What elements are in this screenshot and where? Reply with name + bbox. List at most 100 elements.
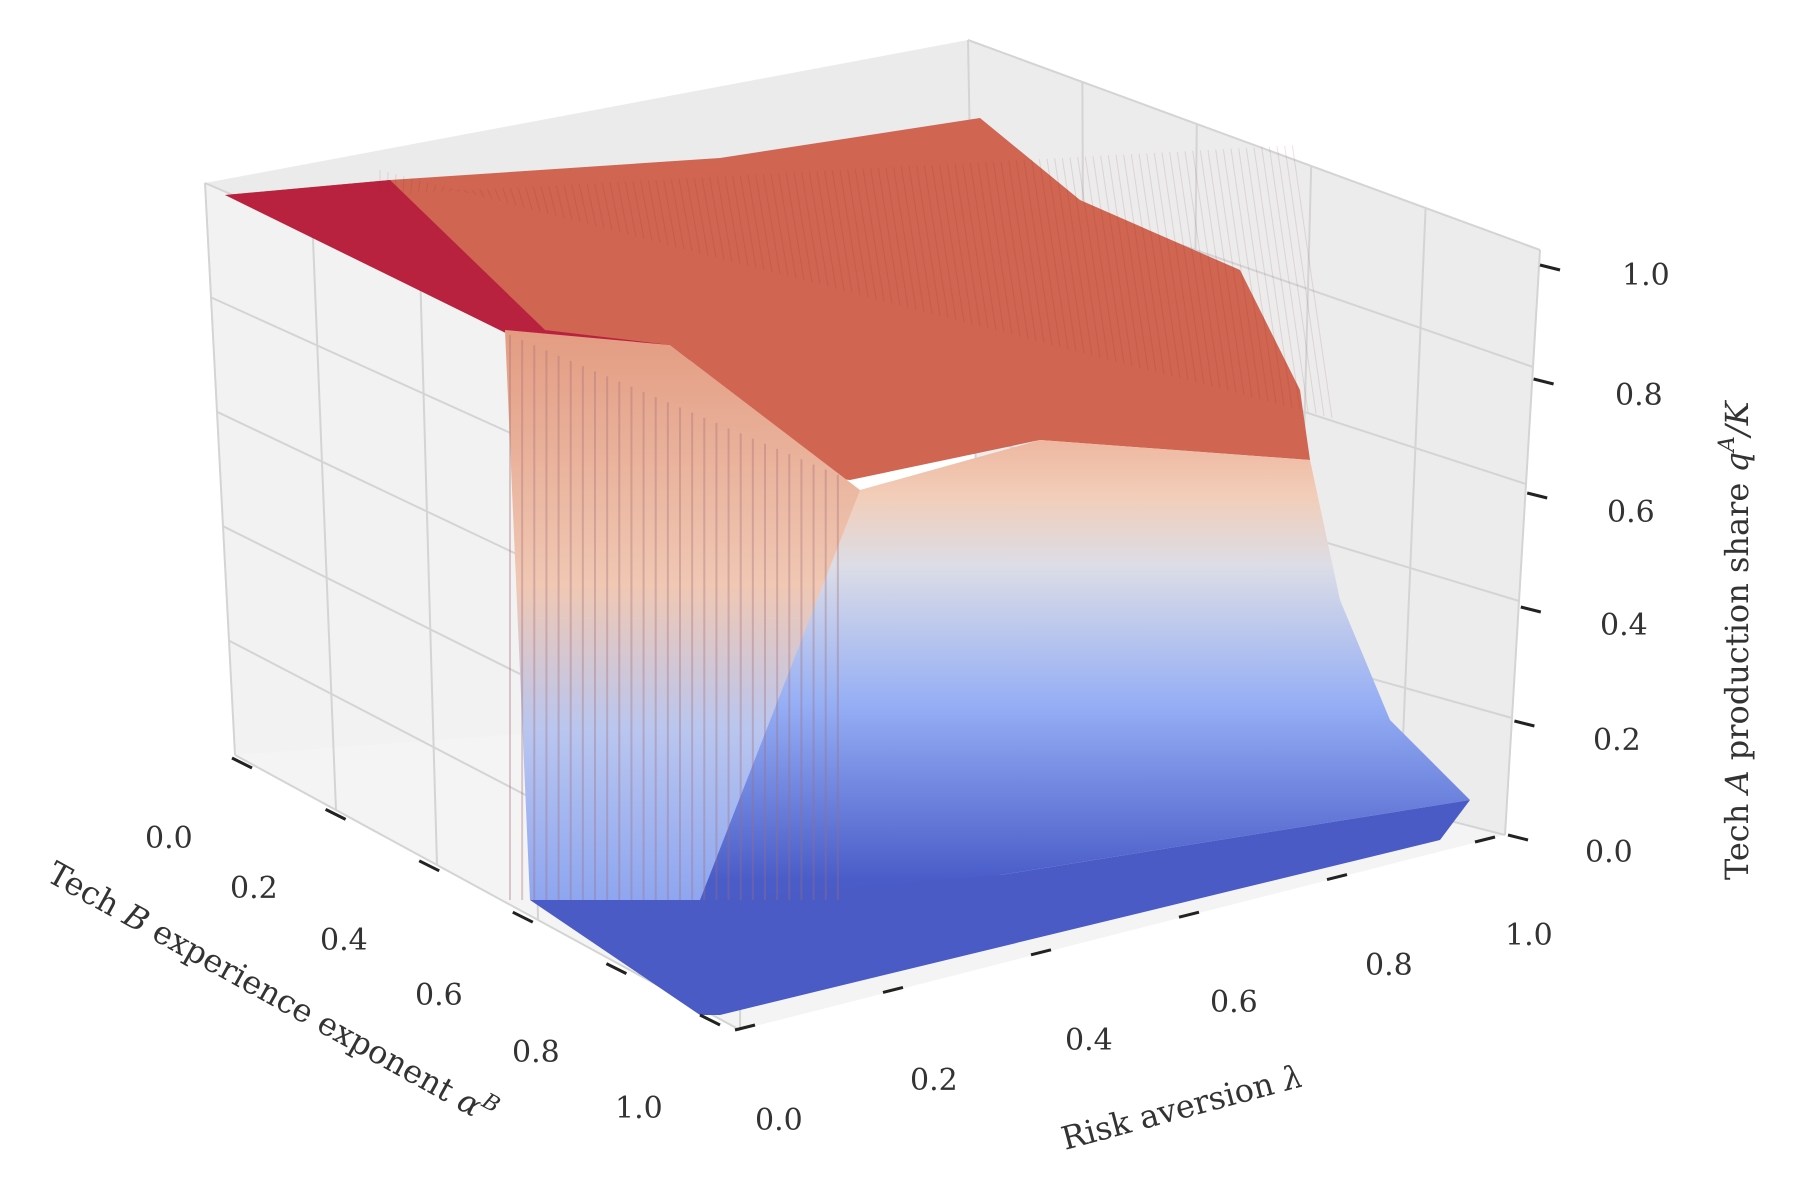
x-tick-mark — [1178, 910, 1200, 919]
surface-line — [747, 174, 765, 271]
surface-line — [471, 189, 477, 196]
surface-line — [1207, 149, 1245, 396]
surface-line — [670, 179, 685, 250]
surface-line — [1008, 160, 1037, 341]
surface-line — [548, 185, 557, 216]
surface-line — [1215, 149, 1253, 398]
surface-line — [801, 172, 821, 285]
x-tick-label: 1.0 — [1505, 918, 1553, 953]
surface-line — [1107, 155, 1141, 368]
surface-line — [831, 170, 853, 293]
surface-line — [1123, 154, 1157, 373]
tick-marks — [231, 263, 1561, 1032]
grid-line — [204, 182, 236, 756]
surface-line — [1245, 147, 1285, 406]
surface-line — [1184, 151, 1221, 389]
surface-line — [1230, 148, 1269, 402]
surface-line — [893, 167, 917, 310]
surface-line — [755, 174, 773, 273]
surface-line — [1199, 150, 1237, 393]
surface-line — [816, 171, 837, 289]
surface-line — [464, 190, 469, 194]
z-tick-label: 1.0 — [1622, 258, 1670, 293]
surface-line — [770, 173, 789, 277]
surface-line — [448, 188, 453, 192]
surface-line — [1284, 145, 1325, 416]
surface-line — [1115, 154, 1149, 371]
surface-line — [1100, 155, 1133, 366]
surface-line — [839, 169, 861, 296]
z-axis-ticks: 0.0 0.2 0.4 0.6 0.8 1.0 — [1585, 258, 1670, 870]
surface-line — [693, 177, 709, 256]
surface-line — [1146, 153, 1181, 379]
z-tick-mark — [1507, 833, 1529, 842]
surface-line — [977, 162, 1005, 333]
y-tick-label: 0.4 — [320, 923, 368, 958]
z-tick-label: 0.2 — [1593, 723, 1641, 758]
surface-main — [670, 345, 1470, 985]
z-axis-label-text: Tech — [1718, 794, 1756, 881]
surface-line — [1153, 152, 1189, 381]
surface-line — [1268, 146, 1309, 412]
surface-line — [1169, 152, 1205, 385]
surface-line — [1077, 157, 1109, 360]
surface-line — [877, 167, 901, 306]
surface-line — [885, 167, 909, 308]
surface-line — [663, 179, 677, 248]
surface — [225, 118, 1470, 1015]
z-axis-label-symbol-2: q — [1718, 452, 1756, 472]
surface-line — [793, 172, 813, 283]
z-axis-label-symbol: A — [1718, 770, 1756, 796]
surface-line — [1238, 148, 1277, 404]
surface-line — [1253, 147, 1293, 408]
y-tick-label: 0.2 — [230, 871, 278, 906]
surface-line — [862, 168, 885, 302]
surface-line — [1084, 156, 1117, 362]
surface-line — [394, 174, 397, 195]
z-tick-mark — [1514, 719, 1535, 728]
surface-line — [525, 186, 533, 210]
z-axis-label-tail: /K — [1718, 399, 1756, 439]
surface-line — [1092, 156, 1125, 364]
z-tick-mark — [1526, 491, 1548, 500]
surface-line — [532, 186, 541, 212]
surface-curtain — [505, 330, 860, 900]
surface-line — [417, 180, 421, 193]
x-tick-mark — [1326, 873, 1348, 882]
x-axis-label: Risk aversion λ — [1057, 1057, 1307, 1158]
z-tick-label: 0.0 — [1585, 835, 1633, 870]
surface-line — [433, 184, 437, 193]
surface-line — [571, 184, 581, 223]
surface-line — [1276, 146, 1317, 414]
grid-line — [1504, 249, 1541, 836]
surface-line — [732, 175, 749, 266]
x-tick-label: 0.0 — [755, 1103, 803, 1138]
surface-line — [939, 164, 965, 323]
surface-line — [1000, 161, 1029, 339]
surface-line — [808, 171, 829, 287]
surface-line — [402, 176, 405, 194]
surface-line — [609, 182, 621, 233]
surface-line — [486, 188, 493, 200]
surface-line — [1054, 158, 1085, 354]
surface-line — [410, 178, 413, 194]
surface-line — [632, 181, 645, 239]
y-tick-mark — [231, 756, 253, 770]
y-tick-mark — [512, 910, 534, 924]
x-axis-label-text: Risk aversion — [1057, 1062, 1287, 1158]
surface-line — [601, 182, 613, 231]
surface-line — [1069, 157, 1101, 358]
surface-line — [1176, 151, 1213, 387]
surface-line — [509, 187, 517, 206]
surface-line — [655, 179, 669, 246]
surface-line — [494, 188, 501, 202]
surface-line — [969, 162, 997, 331]
y-tick-label: 0.6 — [415, 978, 463, 1013]
surface-line — [1023, 159, 1053, 346]
y-tick-mark — [324, 808, 347, 821]
surface-line — [931, 164, 957, 321]
x-tick-mark — [1030, 948, 1052, 957]
surface-line — [923, 165, 949, 318]
surface-line — [1130, 154, 1165, 375]
grid-line — [1399, 207, 1427, 809]
